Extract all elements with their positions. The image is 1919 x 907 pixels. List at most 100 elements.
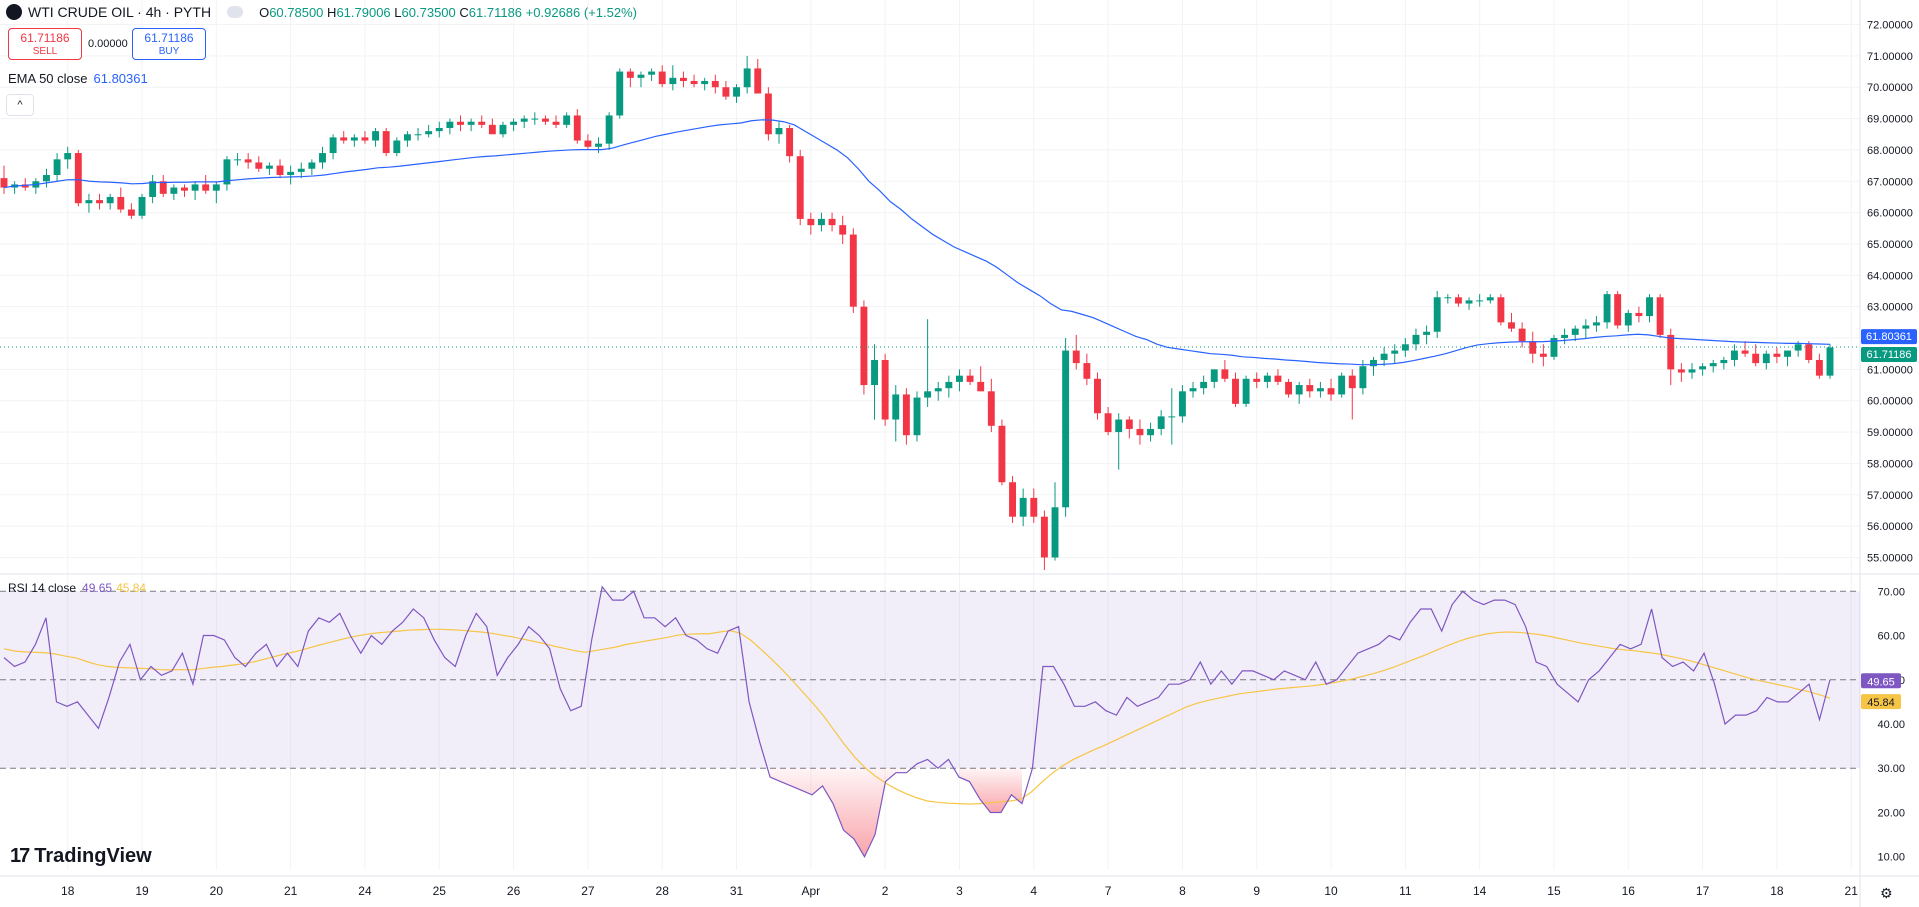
price-tick-label: 59.00000: [1867, 427, 1913, 439]
candle-body: [1019, 497, 1027, 517]
candle-body: [733, 87, 740, 97]
buy-button[interactable]: 61.71186 BUY: [132, 28, 206, 60]
time-tick-label: 18: [61, 884, 75, 898]
candle-body: [488, 124, 496, 135]
sell-button[interactable]: 61.71186 SELL: [8, 28, 82, 60]
ema-price-tag: [1861, 329, 1917, 345]
candle-body: [1009, 482, 1016, 517]
candle-body: [1380, 353, 1388, 360]
last-price-tag: [1861, 347, 1917, 363]
candle-body: [149, 181, 157, 197]
candle-body: [913, 397, 921, 436]
candle-body: [701, 80, 709, 85]
candle-body: [605, 115, 613, 144]
candle-body: [1518, 328, 1526, 342]
candle-body: [977, 381, 985, 392]
candle-body: [223, 159, 231, 185]
candle-body: [212, 184, 220, 191]
candle-body: [435, 127, 443, 132]
rsi-ma-label: 45.84: [1867, 697, 1895, 709]
candle-body: [1136, 428, 1144, 436]
candle-body: [74, 153, 82, 204]
candle-body: [499, 124, 507, 135]
candle-body: [584, 140, 592, 147]
candle-body: [340, 137, 348, 141]
candle-body: [1338, 375, 1346, 395]
time-tick-label: 17: [1696, 884, 1710, 898]
candle-body: [138, 196, 146, 216]
candle-body: [1699, 366, 1707, 370]
high-value: 61.79006: [336, 4, 391, 20]
time-tick-label: 27: [581, 884, 595, 898]
visibility-toggle-icon[interactable]: [227, 6, 244, 18]
ema-value: 61.80361: [93, 71, 148, 86]
candle-body: [1582, 325, 1590, 329]
candle-body: [1656, 297, 1664, 335]
candle-body: [1253, 378, 1261, 382]
candle-body: [722, 87, 730, 97]
candle-body: [21, 184, 29, 188]
candle-body: [297, 168, 305, 172]
candle-body: [1072, 350, 1080, 364]
candle-body: [892, 394, 900, 420]
buy-price: 61.71186: [144, 31, 194, 45]
candle-body: [1433, 297, 1441, 332]
candle-body: [1157, 416, 1165, 429]
candle-body: [255, 162, 263, 169]
candle-body: [1773, 353, 1781, 357]
candle-body: [595, 143, 602, 147]
ema-price-label: 61.80361: [1866, 331, 1912, 343]
rsi-ma-line: [3, 628, 1831, 805]
low-value: 60.73500: [401, 4, 456, 20]
candle-body: [446, 121, 454, 128]
sell-price: 61.71186: [20, 31, 70, 45]
price-tick-label: 60.00000: [1867, 396, 1913, 408]
candle-body: [1731, 350, 1738, 360]
price-tick-label: 57.00000: [1867, 490, 1913, 502]
time-tick-label: 31: [730, 884, 744, 898]
rsi-tick-label: 30.00: [1877, 763, 1905, 775]
time-tick-label: 15: [1547, 884, 1561, 898]
candle-body: [1752, 353, 1760, 364]
change-value: +0.92686 (+1.52%): [525, 4, 637, 20]
candle-body: [1401, 344, 1409, 351]
candle-body: [117, 196, 125, 210]
symbol-title[interactable]: WTI CRUDE OIL · 4h · PYTH: [28, 4, 212, 20]
candle-body: [1168, 416, 1176, 418]
candle-body: [127, 209, 135, 216]
candle-body: [1306, 385, 1314, 392]
time-tick-label: 10: [1324, 884, 1338, 898]
symbol-logo-icon: [6, 4, 22, 20]
candle-body: [669, 77, 677, 85]
candle-body: [658, 71, 666, 85]
collapse-legend-button[interactable]: ^: [6, 94, 34, 116]
candle-body: [1709, 363, 1717, 367]
settings-icon[interactable]: ⚙: [1880, 885, 1893, 901]
candle-body: [828, 218, 836, 226]
candle-body: [1794, 344, 1802, 351]
price-tick-label: 61.00000: [1867, 364, 1913, 376]
candle-body: [467, 121, 475, 125]
candle-body: [1571, 328, 1579, 335]
last-price-label: 61.71186: [1866, 349, 1911, 361]
time-tick-label: 7: [1105, 884, 1112, 898]
candle-body: [1539, 353, 1547, 357]
tradingview-logo[interactable]: 17 TradingView: [10, 845, 152, 868]
price-tick-label: 56.00000: [1867, 521, 1913, 533]
ema-legend[interactable]: EMA 50 close 61.80361: [8, 71, 148, 86]
candle-body: [1348, 375, 1356, 389]
price-tick-label: 63.00000: [1867, 302, 1913, 314]
rsi-legend[interactable]: RSI 14 close 49.65 45.84: [8, 581, 146, 595]
candle-body: [1624, 312, 1632, 326]
candle-body: [1178, 391, 1186, 417]
candle-body: [202, 184, 210, 191]
candle-body: [234, 159, 242, 161]
candle-body: [871, 359, 878, 386]
candle-body: [1635, 312, 1643, 317]
candle-body: [1274, 375, 1282, 382]
rsi-tick-label: 20.00: [1877, 807, 1905, 819]
candle-body: [924, 391, 932, 398]
candle-body: [85, 200, 93, 204]
time-tick-label: 25: [433, 884, 447, 898]
